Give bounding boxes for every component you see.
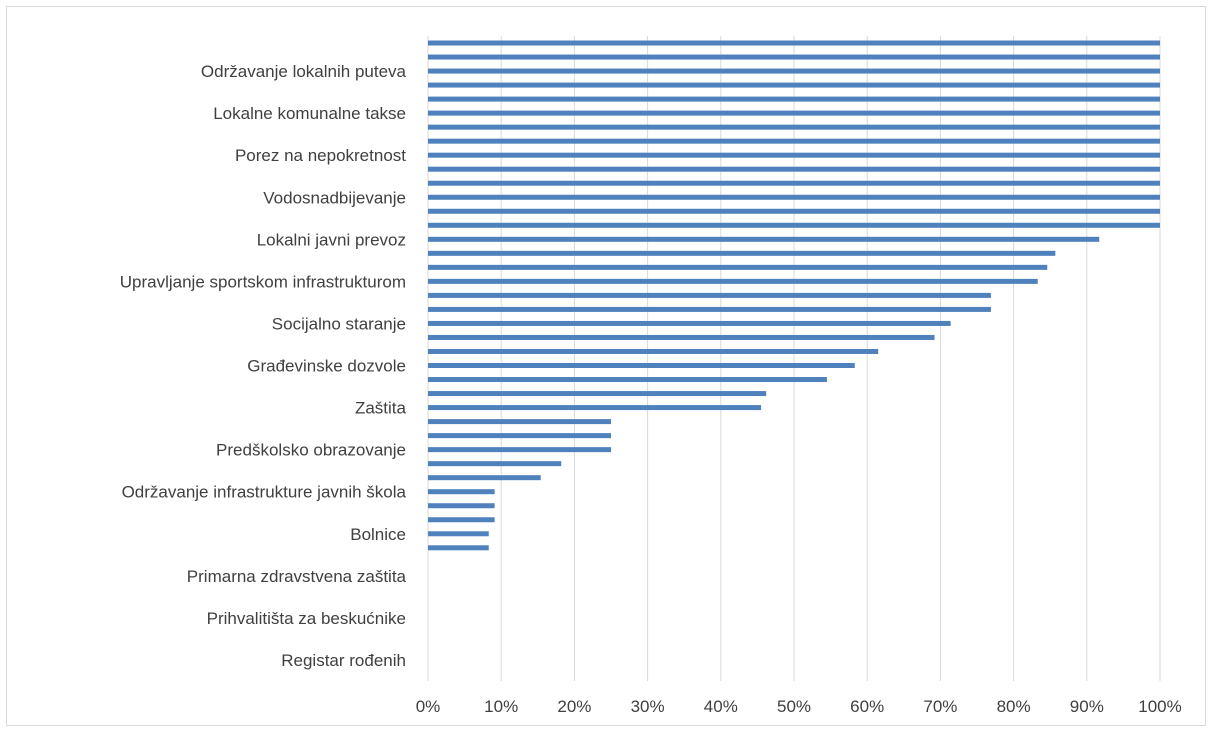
bar [428,461,562,467]
bar [428,447,611,453]
category-label: Primarna zdravstvena zaštita [187,567,407,586]
bar [428,531,489,537]
bar [428,320,951,326]
x-tick-label: 60% [850,697,884,716]
bar [428,348,879,354]
bar [428,264,1048,270]
x-tick-label: 40% [704,697,738,716]
bar [428,222,1160,228]
category-label: Predškolsko obrazovanje [216,441,406,460]
bar [428,138,1160,144]
bar [428,54,1160,60]
x-tick-label: 20% [557,697,591,716]
x-tick-label: 70% [923,697,957,716]
bar [428,475,541,481]
bar [428,124,1160,130]
bar [428,334,935,340]
bar [428,82,1160,88]
bar [428,489,495,495]
bar [428,433,611,439]
bar [428,545,489,551]
bar [428,292,991,298]
category-label: Socijalno staranje [272,314,406,333]
bar [428,68,1160,74]
x-tick-label: 90% [1070,697,1104,716]
bar [428,377,827,383]
category-label: Vodosnadbijevanje [263,188,406,207]
x-tick-label: 30% [631,697,665,716]
bar [428,166,1160,172]
category-label: Građevinske dozvole [247,357,406,376]
bar [428,236,1100,242]
bar [428,363,855,369]
bar [428,503,495,509]
category-label: Održavanje lokalnih puteva [201,62,407,81]
gridlines [427,36,1161,681]
category-label: Bolnice [350,525,406,544]
bar [428,405,762,411]
bar [428,250,1056,256]
x-tick-label: 100% [1138,697,1181,716]
category-label: Upravljanje sportskom infrastrukturom [120,272,406,291]
bar [428,419,611,425]
x-tick-label: 10% [484,697,518,716]
bar [428,306,991,312]
x-tick-labels: 0% 10% 20% 30% 40% 50% 60% 70% 80% 90% 100% [416,697,1182,716]
bar [428,152,1160,158]
category-label: Lokalni javni prevoz [257,230,406,249]
x-tick-label: 0% [416,697,441,716]
bars [428,40,1160,551]
category-label: Prihvalitišta za beskućnike [207,609,406,628]
category-label: Registar rođenih [281,651,406,670]
bar [428,180,1160,186]
x-tick-label: 80% [997,697,1031,716]
bar [428,208,1160,214]
bar [428,194,1160,200]
category-label: Održavanje infrastrukture javnih škola [122,483,407,502]
bar [428,110,1160,116]
category-label: Porez na nepokretnost [235,146,406,165]
bar [428,96,1160,102]
category-label: Zaštita [355,399,407,418]
bar [428,40,1160,46]
bar [428,517,495,523]
x-tick-label: 50% [777,697,811,716]
bar [428,391,767,397]
category-label: Lokalne komunalne takse [213,104,406,123]
bar [428,278,1038,284]
category-labels: Održavanje lokalnih puteva Lokalne komuna… [120,62,407,670]
